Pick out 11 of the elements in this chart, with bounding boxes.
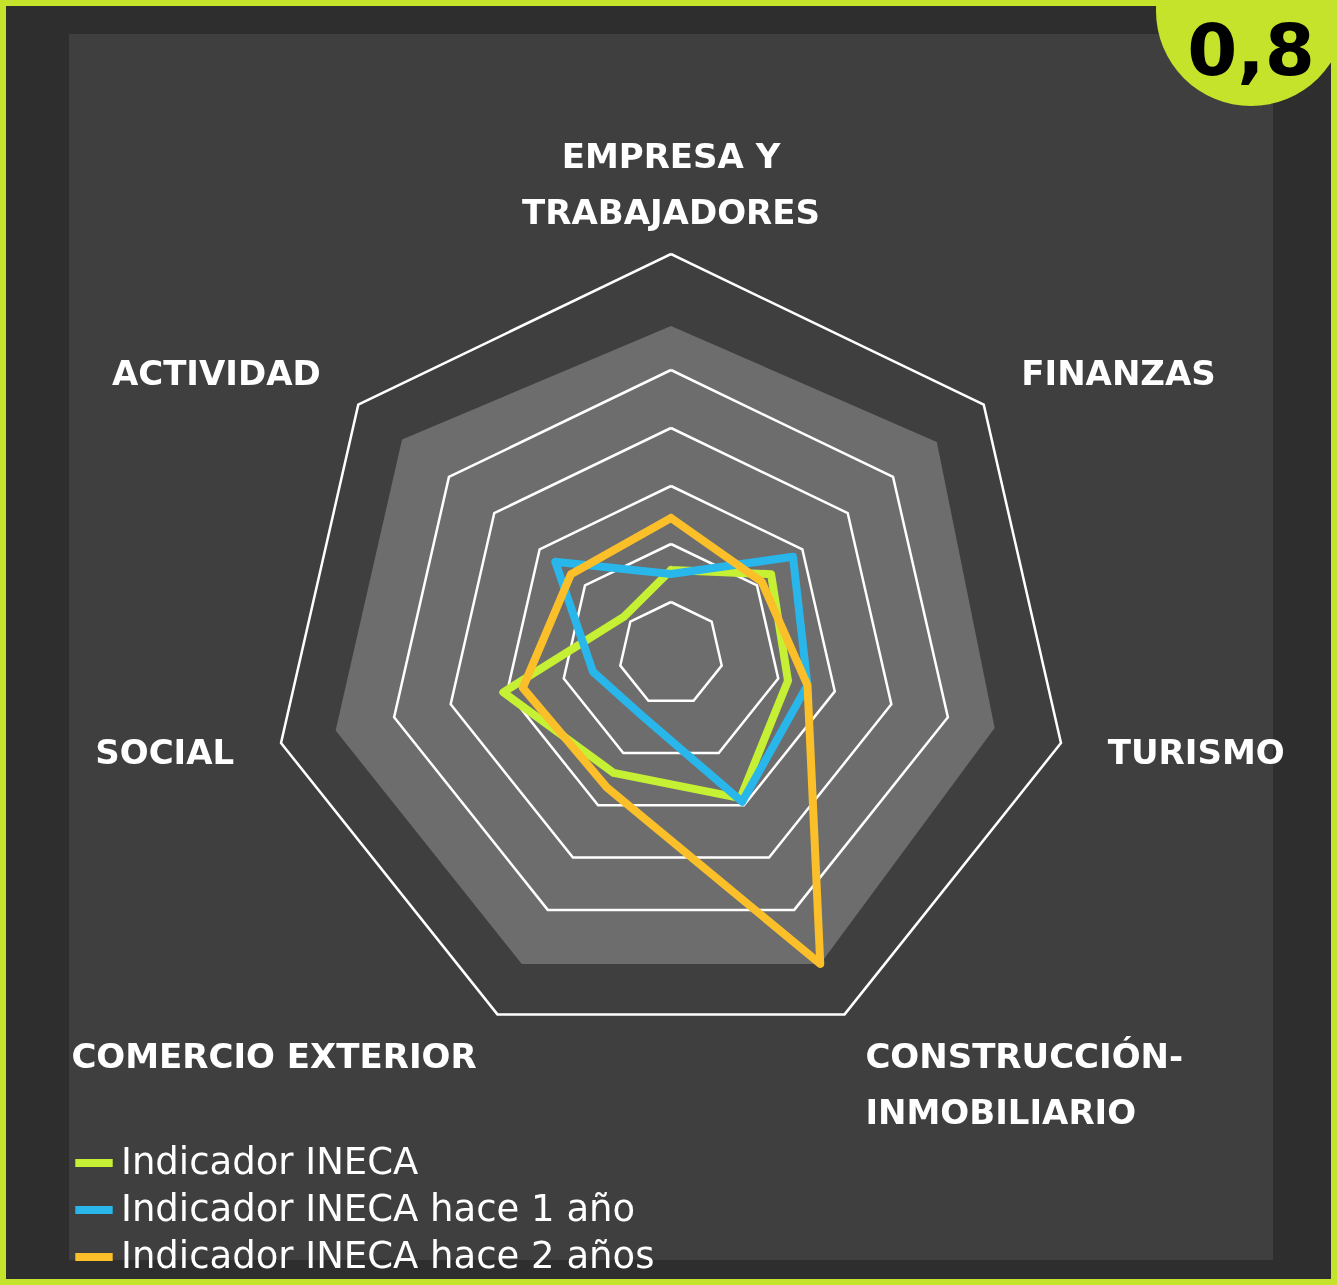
legend-label: Indicador INECA hace 1 año <box>121 1187 636 1230</box>
spoke-label: COMERCIO EXTERIOR <box>71 1035 477 1076</box>
spoke-label: FINANZAS <box>1021 352 1216 393</box>
text: 0,8 <box>1186 8 1316 92</box>
spoke-label: ACTIVIDAD <box>111 352 321 393</box>
spoke-label: TURISMO <box>1107 731 1285 772</box>
legend-label: Indicador INECA hace 2 años <box>121 1234 655 1277</box>
spoke-label: CONSTRUCCIÓN- INMOBILIARIO <box>865 1035 1184 1132</box>
spoke-label: EMPRESA Y TRABAJADORES <box>522 136 820 232</box>
spoke-label: SOCIAL <box>95 731 235 772</box>
legend-label: Indicador INECA <box>121 1140 419 1183</box>
